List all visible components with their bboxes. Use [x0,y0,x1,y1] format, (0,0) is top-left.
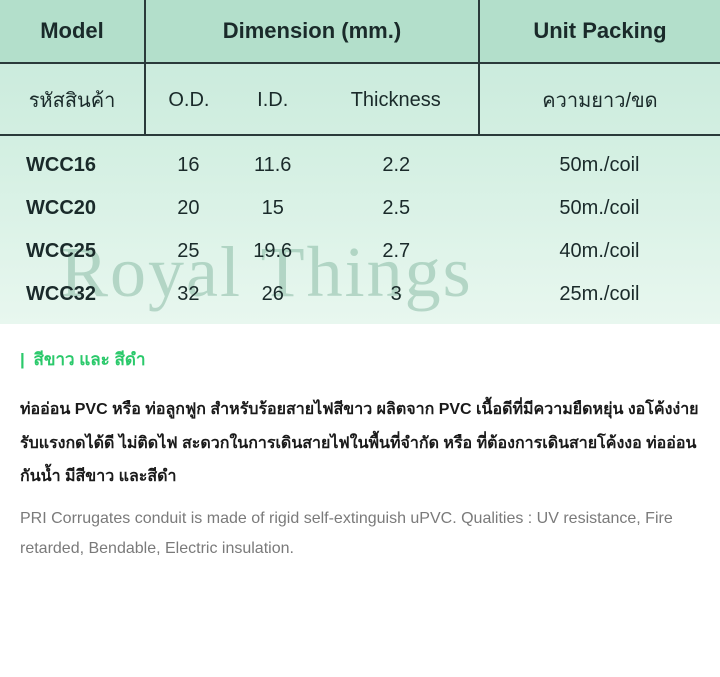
color-heading: | สีขาว และ สีดำ [20,346,700,373]
cell-unit: 50m./coil [479,187,720,230]
description-thai: ท่ออ่อน PVC หรือ ท่อลูกฟูก สำหรับร้อยสาย… [20,393,700,494]
header-dimension: Dimension (mm.) [145,0,479,63]
cell-unit: 50m./coil [479,135,720,187]
cell-model: WCC16 [0,135,145,187]
cell-id: 19.6 [232,230,314,273]
subheader-od: O.D. [145,63,232,135]
subheader-unit: ความยาว/ขด [479,63,720,135]
spec-table-container: Royal Things Model Dimension (mm.) Unit … [0,0,720,324]
cell-thickness: 2.2 [314,135,479,187]
table-header-row-2: รหัสสินค้า O.D. I.D. Thickness ความยาว/ข… [0,63,720,135]
spec-table: Model Dimension (mm.) Unit Packing รหัสส… [0,0,720,324]
table-row: WCC20 20 15 2.5 50m./coil [0,187,720,230]
cell-thickness: 3 [314,273,479,324]
color-heading-text: สีขาว และ สีดำ [34,350,146,369]
description-section: | สีขาว และ สีดำ ท่ออ่อน PVC หรือ ท่อลูก… [0,324,720,575]
accent-bar-icon: | [20,350,25,369]
table-body: WCC16 16 11.6 2.2 50m./coil WCC20 20 15 … [0,135,720,324]
subheader-id: I.D. [232,63,314,135]
table-row: WCC16 16 11.6 2.2 50m./coil [0,135,720,187]
header-model: Model [0,0,145,63]
table-row: WCC25 25 19.6 2.7 40m./coil [0,230,720,273]
table-row: WCC32 32 26 3 25m./coil [0,273,720,324]
cell-od: 16 [145,135,232,187]
cell-model: WCC32 [0,273,145,324]
cell-model: WCC25 [0,230,145,273]
cell-od: 32 [145,273,232,324]
subheader-model: รหัสสินค้า [0,63,145,135]
cell-od: 20 [145,187,232,230]
cell-thickness: 2.5 [314,187,479,230]
cell-id: 11.6 [232,135,314,187]
cell-unit: 40m./coil [479,230,720,273]
subheader-thickness: Thickness [314,63,479,135]
cell-od: 25 [145,230,232,273]
table-header-row-1: Model Dimension (mm.) Unit Packing [0,0,720,63]
cell-id: 15 [232,187,314,230]
header-unit-packing: Unit Packing [479,0,720,63]
cell-thickness: 2.7 [314,230,479,273]
cell-model: WCC20 [0,187,145,230]
cell-unit: 25m./coil [479,273,720,324]
description-english: PRI Corrugates conduit is made of rigid … [20,504,700,565]
cell-id: 26 [232,273,314,324]
